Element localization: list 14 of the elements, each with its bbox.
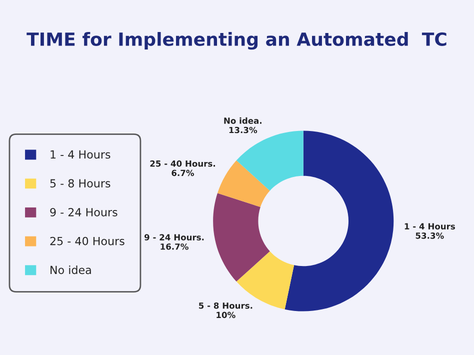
legend-label: 9 - 24 Hours: [50, 208, 118, 216]
legend-label: 25 - 40 Hours: [50, 236, 124, 246]
chart-title: TIME for Implementing an Automated TC: [26, 32, 446, 50]
data-label: 1 - 4 Hours 53.3%: [404, 223, 456, 239]
legend-label: 5 - 8 Hours: [50, 179, 110, 188]
data-label: 9 - 24 Hours. 16.7%: [144, 234, 204, 250]
donut-slice: [217, 160, 270, 208]
legend-label: 1 - 4 Hours: [50, 150, 110, 159]
data-label: 5 - 8 Hours. 10%: [199, 302, 252, 318]
data-label: No idea. 13.3%: [224, 117, 262, 134]
donut-slice: [213, 193, 270, 282]
data-label: 25 - 40 Hours. 6.7%: [150, 160, 215, 176]
legend-label: No idea: [50, 266, 91, 274]
donut-slice: [284, 130, 394, 312]
